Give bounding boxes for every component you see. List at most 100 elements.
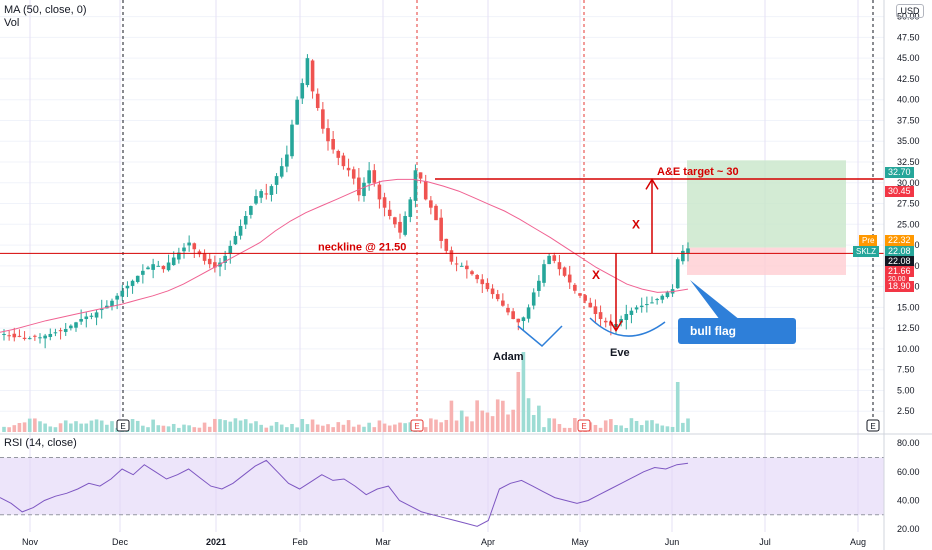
candle-body	[650, 302, 654, 304]
candle-body	[531, 292, 536, 306]
volume-bar	[269, 425, 274, 432]
volume-bar	[22, 422, 27, 432]
price-tick-label: 12.50	[897, 323, 920, 333]
candle-body	[634, 307, 639, 310]
price-tick-label: 35.00	[897, 136, 920, 146]
candle-body	[27, 338, 32, 340]
volume-bar	[629, 418, 634, 432]
candle-body	[22, 337, 27, 339]
time-tick-label: 2021	[206, 537, 226, 547]
candle-body	[537, 280, 541, 291]
candle-body	[166, 262, 171, 271]
volume-bar	[161, 425, 166, 432]
rsi-indicator-label[interactable]: RSI (14, close)	[4, 437, 77, 449]
time-tick-label: May	[571, 537, 589, 547]
candle-body	[58, 330, 63, 332]
candlesticks	[2, 54, 690, 349]
candle-body	[341, 155, 346, 167]
volume-bar	[321, 425, 325, 432]
stop-zone	[687, 247, 846, 275]
candle-body	[475, 275, 479, 280]
candle-body	[660, 295, 665, 300]
volume-bar	[675, 382, 680, 432]
candle-body	[609, 321, 613, 326]
price-tick-label: 45.00	[897, 53, 920, 63]
candle-body	[197, 251, 202, 255]
volume-bar	[434, 419, 438, 432]
volume-bar	[423, 427, 428, 432]
candle-body	[511, 311, 515, 320]
rsi-line	[0, 459, 689, 527]
candle-body	[321, 109, 325, 129]
candle-body	[115, 295, 119, 300]
candle-body	[387, 209, 392, 216]
volume-bar	[146, 427, 150, 432]
vol-indicator-label[interactable]: Vol	[4, 17, 20, 29]
volume-bar	[53, 427, 58, 432]
volume-bar	[33, 418, 37, 432]
candle-body	[202, 253, 207, 261]
volume-bar	[598, 427, 603, 432]
line-price-tag: 22.08	[885, 256, 914, 267]
volume-bar	[310, 419, 315, 432]
price-tick-label: 27.50	[897, 199, 920, 209]
rsi-tick-label: 20.00	[897, 524, 920, 534]
volume-bar	[27, 418, 32, 432]
volume-bar	[156, 425, 161, 432]
volume-bar	[17, 423, 22, 432]
price-tick-label: 47.50	[897, 32, 920, 42]
candle-body	[506, 307, 510, 313]
premarket-label: Pre	[859, 235, 878, 246]
candle-body	[12, 333, 17, 338]
volume-bar	[634, 420, 639, 432]
candle-body	[120, 290, 125, 297]
candle-body	[243, 216, 248, 225]
earnings-marker-label: E	[581, 422, 586, 431]
volume-bar	[552, 418, 557, 432]
volume-bar	[650, 420, 654, 432]
volume-bar	[454, 420, 459, 432]
rsi-tick-label: 80.00	[897, 438, 920, 448]
volume-bar	[511, 409, 515, 432]
ma-indicator-label[interactable]: MA (50, close, 0)	[4, 4, 87, 16]
volume-bar	[408, 422, 413, 432]
currency-badge[interactable]: USD	[896, 4, 924, 18]
bull-flag-callout[interactable]: bull flag	[678, 318, 796, 344]
volume-bar	[439, 422, 443, 432]
candle-body	[362, 182, 366, 197]
candle-body	[490, 288, 495, 295]
volume-bar	[470, 421, 474, 432]
candle-body	[269, 186, 274, 195]
candle-body	[423, 181, 428, 200]
volume-bar	[197, 427, 202, 432]
earnings-marker	[410, 419, 424, 432]
candle-body	[182, 247, 186, 252]
candle-body	[290, 124, 294, 157]
volume-bar	[202, 422, 207, 432]
time-tick-label: Dec	[112, 537, 129, 547]
volume-bar	[79, 423, 83, 432]
volume-bar	[207, 426, 212, 432]
candle-body	[228, 245, 233, 254]
time-tick-label: Nov	[22, 537, 39, 547]
candle-body	[557, 262, 562, 270]
price-tag-target-high: 32.70	[885, 167, 914, 178]
candle-body	[161, 265, 166, 270]
volume-bar	[7, 427, 11, 432]
volume-bar	[495, 399, 500, 432]
volume-bar	[382, 423, 387, 432]
candle-body	[33, 335, 37, 337]
volume-bar	[264, 427, 269, 432]
volume-bar	[362, 426, 366, 432]
volume-bar	[69, 423, 73, 432]
volume-bar	[228, 421, 233, 432]
candle-body	[598, 312, 603, 320]
volume-bar	[305, 424, 310, 432]
candle-body	[223, 255, 227, 263]
candle-body	[449, 250, 454, 262]
candle-body	[639, 305, 644, 308]
price-tick-label: 15.00	[897, 302, 920, 312]
candle-body	[38, 337, 42, 339]
candle-body	[146, 267, 150, 270]
ma-50-line	[0, 178, 689, 333]
